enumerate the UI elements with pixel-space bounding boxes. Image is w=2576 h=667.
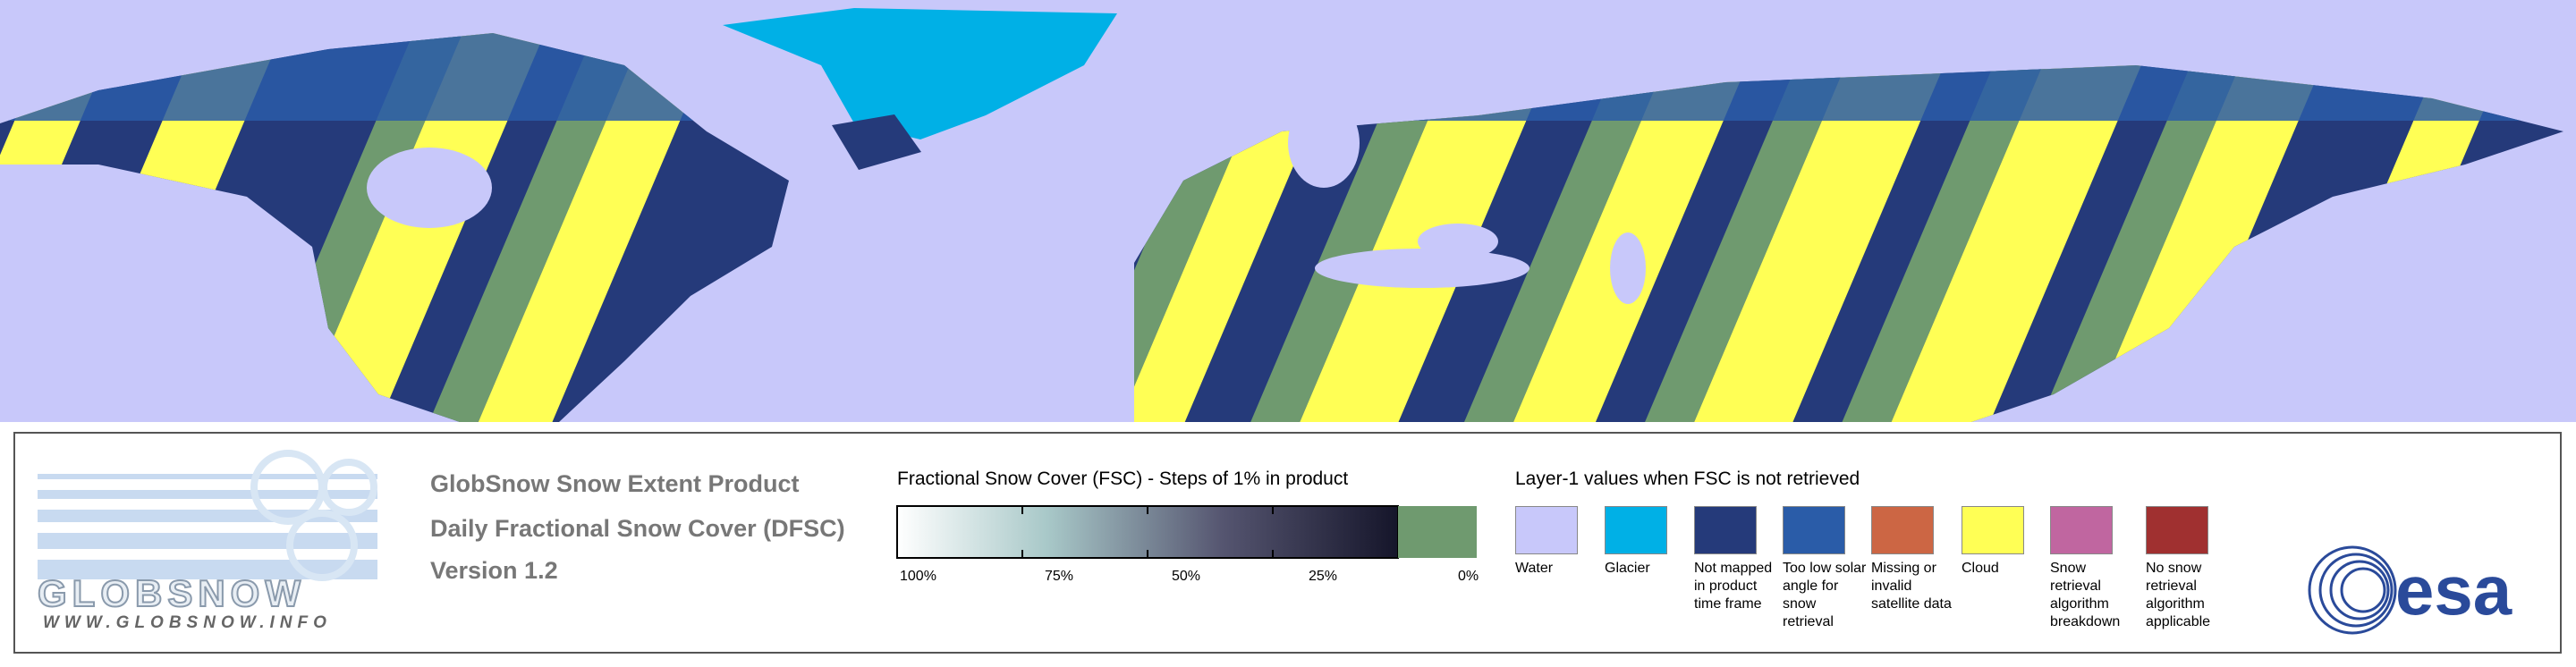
layer1-title: Layer-1 values when FSC is not retrieved xyxy=(1515,469,1860,489)
legend-label: No snow retrieval algorithm applicable xyxy=(2146,561,2211,629)
product-title: GlobSnow Snow Extent Product xyxy=(430,470,800,497)
snow-map xyxy=(0,0,2576,422)
logo-url: WWW.GLOBSNOW.INFO xyxy=(43,613,332,632)
fsc-label: 75% xyxy=(1045,569,1074,584)
product-version: Version 1.2 xyxy=(430,557,558,584)
fsc-colorbar xyxy=(896,505,1477,559)
product-subtitle: Daily Fractional Snow Cover (DFSC) xyxy=(430,515,845,542)
fsc-label: 50% xyxy=(1172,569,1201,584)
esa-text: esa xyxy=(2395,551,2512,629)
legend-swatch xyxy=(1694,506,1757,554)
legend-label: Missing or invalid satellite data xyxy=(1871,561,1952,612)
caspian-sea xyxy=(1610,232,1646,304)
legend-swatch xyxy=(1962,506,2024,554)
esa-logo: esa xyxy=(2308,545,2512,635)
fsc-label: 100% xyxy=(900,569,936,584)
legend-label: Not mapped in product time frame xyxy=(1694,561,1773,612)
legend-swatch xyxy=(1871,506,1934,554)
mediterranean xyxy=(1315,249,1530,288)
legend-swatch xyxy=(1515,506,1578,554)
legend-swatch xyxy=(2050,506,2113,554)
black-sea xyxy=(1418,224,1498,259)
logo-name: GLOBSNOW xyxy=(38,572,306,614)
fsc-label: 0% xyxy=(1458,569,1479,584)
fsc-label: 25% xyxy=(1309,569,1338,584)
legend-swatch xyxy=(1605,506,1667,554)
fsc-title: Fractional Snow Cover (FSC) - Steps of 1… xyxy=(897,469,1349,489)
greenland xyxy=(723,8,1117,139)
legend-panel xyxy=(13,432,2562,654)
greenland-south xyxy=(832,114,921,170)
legend-swatch xyxy=(1783,506,1845,554)
baltic-sea xyxy=(1288,98,1360,188)
legend-label: Cloud xyxy=(1962,561,1999,576)
legend-label: Snow retrieval algorithm breakdown xyxy=(2050,561,2121,629)
legend-label: Water xyxy=(1515,561,1554,576)
globsnow-logo: GLOBSNOW WWW.GLOBSNOW.INFO xyxy=(37,450,377,632)
legend-label: Too low solar angle for snow retrieval xyxy=(1783,561,1867,629)
hudson-bay xyxy=(367,148,492,228)
legend-label: Glacier xyxy=(1605,561,1650,576)
legend-swatch xyxy=(2146,506,2208,554)
